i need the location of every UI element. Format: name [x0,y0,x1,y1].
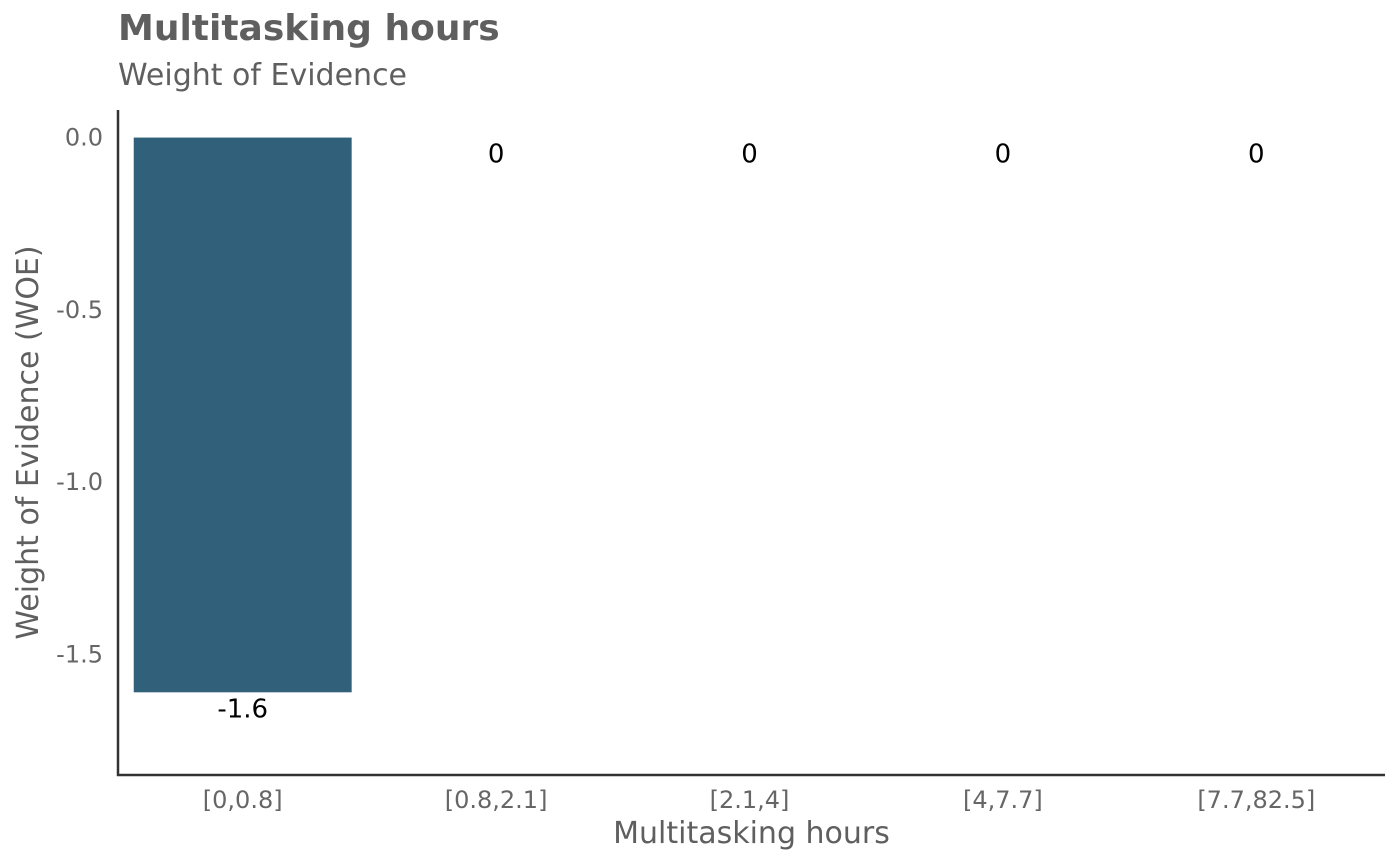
y-tick-label: -0.5 [56,296,103,324]
x-tick-label: [4,7.7] [963,786,1043,814]
bar-value-label: 0 [995,140,1012,170]
x-tick-label: [0,0.8] [203,786,283,814]
bar-value-label: 0 [741,140,758,170]
data-labels-group: -1.6 0 0 0 0 [217,140,1264,725]
x-tick-label: [2.1,4] [710,786,790,814]
chart-subtitle: Weight of Evidence [118,58,408,93]
y-axis-ticks: 0.0 -0.5 -1.0 -1.5 [56,124,103,669]
bar-value-label: 0 [1248,140,1265,170]
bar-value-label: 0 [488,140,505,170]
x-axis-ticks: [0,0.8] [0.8,2.1] [2.1,4] [4,7.7] [7.7,82.5] [203,786,1315,814]
bar-value-label: -1.6 [217,694,268,724]
x-tick-label: [0.8,2.1] [445,786,548,814]
x-tick-label: [7.7,82.5] [1197,786,1315,814]
y-tick-label: -1.5 [56,640,103,668]
bar-0 [133,137,352,693]
y-tick-label: 0.0 [65,124,103,152]
y-axis-title: Weight of Evidence (WOE) [11,245,46,639]
bars-group [133,137,352,693]
chart-title: Multitasking hours [118,8,500,49]
y-tick-label: -1.0 [56,468,103,496]
x-axis-title: Multitasking hours [613,816,890,851]
